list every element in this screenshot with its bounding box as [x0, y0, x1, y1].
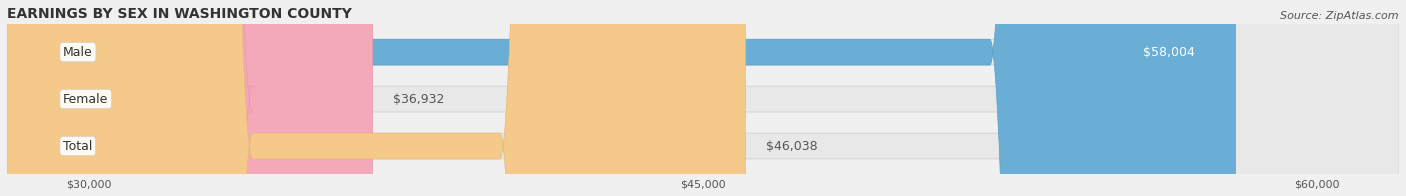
- FancyBboxPatch shape: [7, 0, 373, 196]
- FancyBboxPatch shape: [7, 0, 1399, 196]
- Text: Female: Female: [63, 93, 108, 106]
- Text: Male: Male: [63, 46, 93, 59]
- Text: Source: ZipAtlas.com: Source: ZipAtlas.com: [1281, 11, 1399, 21]
- Text: $46,038: $46,038: [766, 140, 818, 152]
- FancyBboxPatch shape: [7, 0, 1399, 196]
- Text: EARNINGS BY SEX IN WASHINGTON COUNTY: EARNINGS BY SEX IN WASHINGTON COUNTY: [7, 7, 351, 21]
- Text: Total: Total: [63, 140, 93, 152]
- FancyBboxPatch shape: [7, 0, 1236, 196]
- FancyBboxPatch shape: [7, 0, 745, 196]
- FancyBboxPatch shape: [7, 0, 1399, 196]
- Text: $36,932: $36,932: [394, 93, 444, 106]
- Text: $58,004: $58,004: [1143, 46, 1195, 59]
